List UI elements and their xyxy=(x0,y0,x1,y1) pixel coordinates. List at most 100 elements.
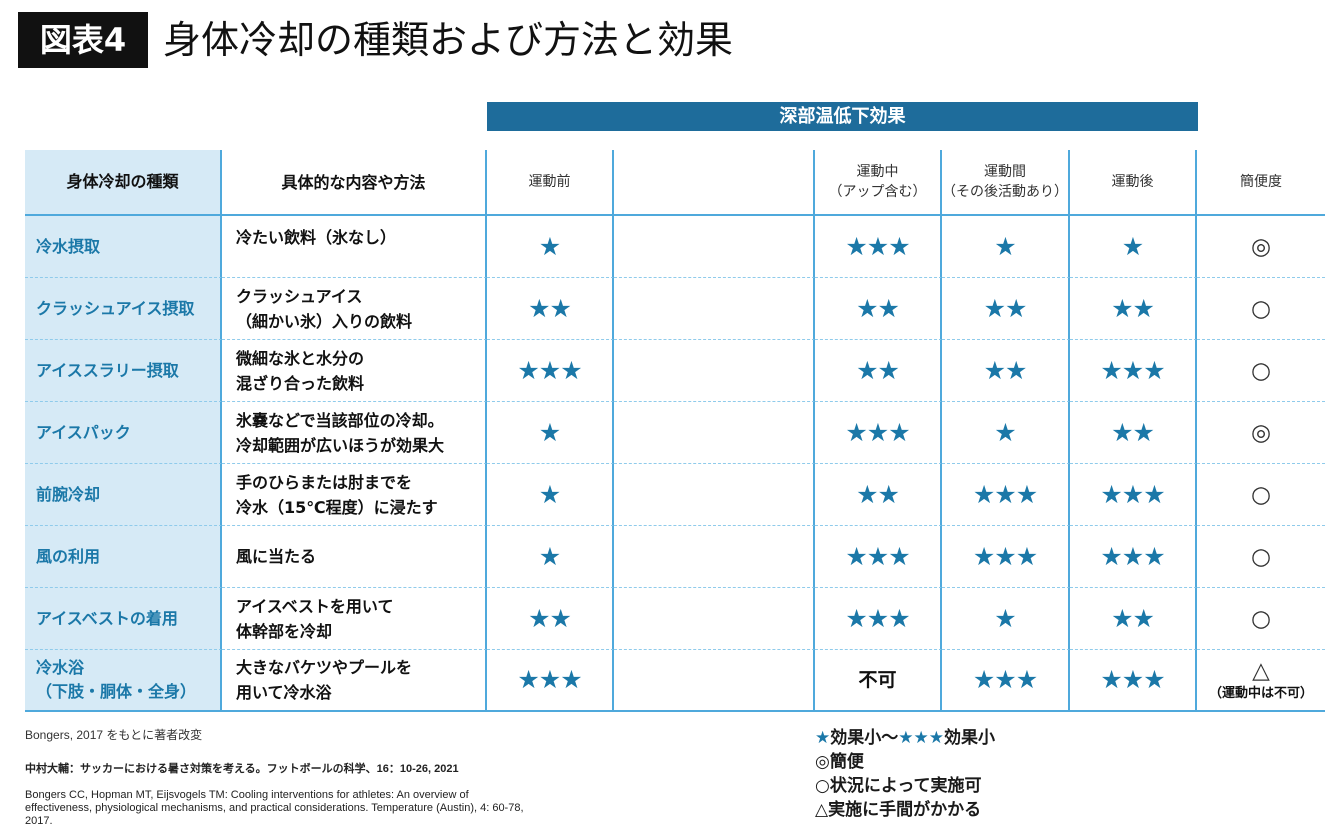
legend-high-text: 効果小 xyxy=(943,728,995,748)
reference-2: Bongers CC, Hopman MT, Eijsvogels TM: Co… xyxy=(25,789,524,828)
row-7-method-line: 体幹部を冷却 xyxy=(236,621,333,641)
row-3-between-rating: ★★ xyxy=(983,355,1028,385)
row-6-during: ★★★ xyxy=(815,526,942,588)
reference-2-line: 2017. xyxy=(25,815,53,827)
row-2-after: ★★ xyxy=(1070,278,1197,340)
legend-ease-laborious: △実施に手間がかかる xyxy=(815,800,982,820)
row-6-before-rating: ★ xyxy=(538,541,561,571)
row-2-before: ★★ xyxy=(487,278,614,340)
header-between-sublabel: （その後活動あり） xyxy=(942,184,1068,200)
header-method: 具体的な内容や方法 xyxy=(222,150,487,216)
legend-high-stars: ★★★ xyxy=(898,728,944,748)
row-3-ease-symbol: ○ xyxy=(1250,357,1272,384)
row-2-gap xyxy=(614,278,815,340)
row-8-during: 不可 xyxy=(815,650,942,712)
row-8-before-rating: ★★★ xyxy=(517,665,582,694)
row-8-before: ★★★ xyxy=(487,650,614,712)
row-8-ease: △ （運動中は不可） xyxy=(1197,650,1325,712)
row-7-type-label: アイスベストの着用 xyxy=(36,608,178,628)
header-type: 身体冷却の種類 xyxy=(25,150,222,216)
row-7-between: ★ xyxy=(942,588,1070,650)
row-3-type: アイススラリー摂取 xyxy=(25,340,222,402)
row-2-during: ★★ xyxy=(815,278,942,340)
row-2-between-rating: ★★ xyxy=(983,293,1028,323)
row-8-type-sublabel: （下肢・胴体・全身） xyxy=(36,682,197,701)
row-7-before-rating: ★★ xyxy=(528,603,572,633)
reference-1-line: 中村大輔：サッカーにおける暑さ対策を考える。フットボールの科学、16：10-26… xyxy=(25,763,459,775)
legend-ease-situational: ○状況によって実施可 xyxy=(815,776,982,796)
row-3-between: ★★ xyxy=(942,340,1070,402)
row-6-ease-symbol: ○ xyxy=(1250,543,1272,570)
row-2-method: クラッシュアイス （細かい氷）入りの飲料 xyxy=(222,278,487,340)
row-6-during-rating: ★★★ xyxy=(845,541,910,571)
row-3-gap xyxy=(614,340,815,402)
row-4-between-rating: ★ xyxy=(994,417,1016,447)
row-7-gap xyxy=(614,588,815,650)
row-7-after: ★★ xyxy=(1070,588,1197,650)
row-3-after: ★★★ xyxy=(1070,340,1197,402)
row-4-method-line: 冷却範囲が広いほうが効果大 xyxy=(236,435,445,455)
row-5-after-rating: ★★★ xyxy=(1100,479,1165,509)
row-5-method: 手のひらまたは肘までを 冷水（15℃程度）に浸たす xyxy=(222,464,487,526)
reference-1: 中村大輔：サッカーにおける暑さ対策を考える。フットボールの科学、16：10-26… xyxy=(25,762,459,777)
row-1-after: ★ xyxy=(1070,216,1197,278)
row-8-type: 冷水浴 （下肢・胴体・全身） xyxy=(25,650,222,712)
row-6-after: ★★★ xyxy=(1070,526,1197,588)
header-after: 運動後 xyxy=(1070,150,1197,216)
row-2-ease: ○ xyxy=(1197,278,1325,340)
row-7-ease: ○ xyxy=(1197,588,1325,650)
row-7-type: アイスベストの着用 xyxy=(25,588,222,650)
row-8-after: ★★★ xyxy=(1070,650,1197,712)
row-4-method: 氷嚢などで当該部位の冷却。 冷却範囲が広いほうが効果大 xyxy=(222,402,487,464)
legend-rating: ★効果小〜★★★効果小 xyxy=(815,726,995,750)
row-8-method-line: 用いて冷水浴 xyxy=(236,683,332,702)
row-1-during-rating: ★★★ xyxy=(845,231,910,261)
header-before-label: 運動前 xyxy=(528,174,571,190)
row-7-after-rating: ★★ xyxy=(1111,603,1155,633)
row-4-during: ★★★ xyxy=(815,402,942,464)
row-6-between-rating: ★★★ xyxy=(972,541,1038,571)
row-8-method: 大きなバケツやプールを 用いて冷水浴 xyxy=(222,650,487,712)
figure-title: 身体冷却の種類および方法と効果 xyxy=(163,18,734,62)
row-7-before: ★★ xyxy=(487,588,614,650)
row-6-method-line: 風に当たる xyxy=(236,547,317,566)
row-6-type: 風の利用 xyxy=(25,526,222,588)
row-1-ease-symbol: ◎ xyxy=(1250,233,1272,260)
header-ease: 簡便度 xyxy=(1197,150,1325,216)
legend-low-text: 効果小〜 xyxy=(830,728,899,748)
row-1-ease: ◎ xyxy=(1197,216,1325,278)
row-8-after-rating: ★★★ xyxy=(1100,665,1165,694)
row-5-method-line: 手のひらまたは肘までを xyxy=(236,472,413,492)
header-during-sublabel: （アップ含む） xyxy=(828,184,927,200)
row-8-between: ★★★ xyxy=(942,650,1070,712)
row-2-between: ★★ xyxy=(942,278,1070,340)
row-8-ease-note: （運動中は不可） xyxy=(1208,686,1313,701)
row-4-type-label: アイスパック xyxy=(36,422,131,442)
row-3-before-rating: ★★★ xyxy=(517,355,582,385)
row-4-method-line: 氷嚢などで当該部位の冷却。 xyxy=(236,410,444,430)
row-2-method-line: クラッシュアイス xyxy=(236,286,363,306)
row-1-type: 冷水摂取 xyxy=(25,216,222,278)
row-5-during: ★★ xyxy=(815,464,942,526)
row-5-during-rating: ★★ xyxy=(856,479,900,509)
row-3-type-label: アイススラリー摂取 xyxy=(36,360,179,380)
legend-ease-easy: ◎簡便 xyxy=(815,752,864,772)
row-5-gap xyxy=(614,464,815,526)
reference-2-line: effectiveness, physiological mechanisms,… xyxy=(25,802,524,814)
row-2-type: クラッシュアイス摂取 xyxy=(25,278,222,340)
row-5-ease: ○ xyxy=(1197,464,1325,526)
header-during-label: 運動中 xyxy=(856,164,899,180)
row-1-before-rating: ★ xyxy=(538,231,561,261)
row-1-before: ★ xyxy=(487,216,614,278)
legend: ★効果小〜★★★効果小 ◎簡便 ○状況によって実施可 △実施に手間がかかる xyxy=(815,726,995,822)
source-note: Bongers, 2017 をもとに著者改変 xyxy=(25,728,203,742)
row-6-between: ★★★ xyxy=(942,526,1070,588)
reference-2-line: Bongers CC, Hopman MT, Eijsvogels TM: Co… xyxy=(25,789,469,801)
row-1-method: 冷たい飲料（氷なし） xyxy=(222,216,487,278)
row-1-gap xyxy=(614,216,815,278)
row-3-during: ★★ xyxy=(815,340,942,402)
row-2-before-rating: ★★ xyxy=(528,293,572,323)
row-1-between: ★ xyxy=(942,216,1070,278)
row-1-method-line: 冷たい飲料（氷なし） xyxy=(236,228,397,247)
row-7-ease-symbol: ○ xyxy=(1250,605,1272,632)
